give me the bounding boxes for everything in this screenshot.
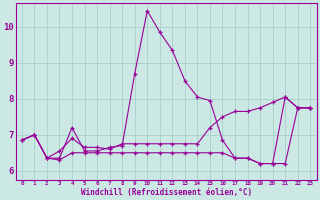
- X-axis label: Windchill (Refroidissement éolien,°C): Windchill (Refroidissement éolien,°C): [81, 188, 252, 197]
